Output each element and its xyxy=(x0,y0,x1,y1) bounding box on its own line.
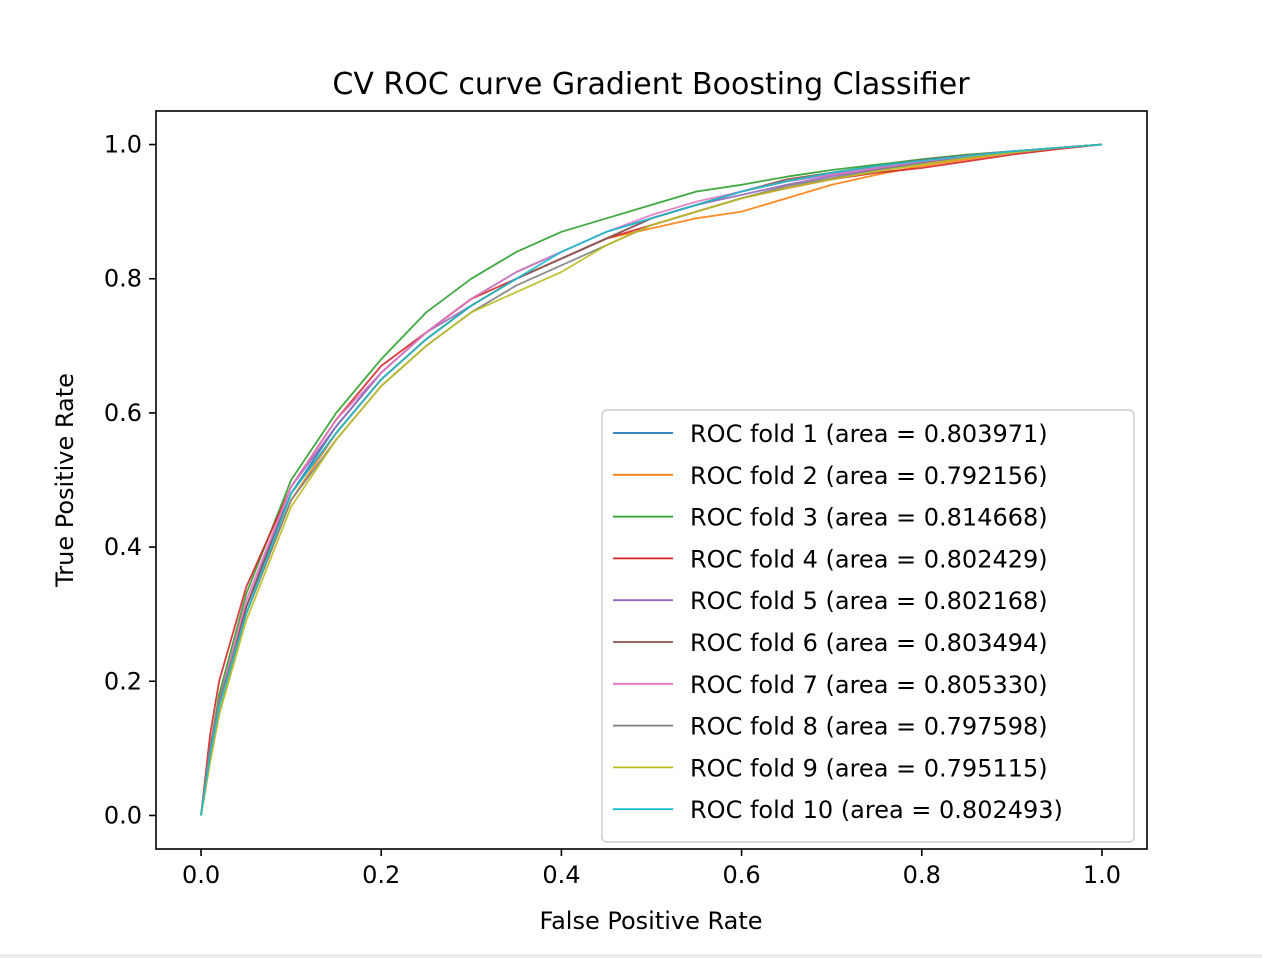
x-axis-ticks: 0.0 0.2 0.4 0.6 0.8 1.0 xyxy=(182,849,1121,889)
y-tick-label: 0.0 xyxy=(104,801,142,829)
legend-label-fold-6: ROC fold 6 (area = 0.803494) xyxy=(690,629,1048,657)
y-tick-label: 0.8 xyxy=(104,265,142,293)
roc-line-fold-9 xyxy=(200,143,1103,816)
plot-frame xyxy=(155,110,1148,850)
legend-box xyxy=(601,409,1135,843)
legend-label-fold-5: ROC fold 5 (area = 0.802168) xyxy=(690,587,1048,615)
legend-label-fold-4: ROC fold 4 (area = 0.802429) xyxy=(690,545,1048,573)
bottom-strip xyxy=(0,954,1262,958)
x-tick-label: 0.8 xyxy=(903,861,941,889)
legend-label-fold-8: ROC fold 8 (area = 0.797598) xyxy=(690,713,1048,741)
y-tick-label: 0.6 xyxy=(104,399,142,427)
chart-title: CV ROC curve Gradient Boosting Classifie… xyxy=(332,67,970,102)
y-tick-label: 0.4 xyxy=(104,533,142,561)
x-tick-label: 1.0 xyxy=(1083,861,1121,889)
y-tick-label: 1.0 xyxy=(104,131,142,159)
x-tick-label: 0.4 xyxy=(542,861,580,889)
legend-label-fold-2: ROC fold 2 (area = 0.792156) xyxy=(690,462,1048,490)
legend-label-fold-10: ROC fold 10 (area = 0.802493) xyxy=(690,796,1063,824)
legend-label-fold-1: ROC fold 1 (area = 0.803971) xyxy=(690,420,1048,448)
legend: ROC fold 1 (area = 0.803971) ROC fold 2 (… xyxy=(601,409,1135,843)
series-layer xyxy=(200,143,1103,816)
x-tick-label: 0.0 xyxy=(182,861,220,889)
legend-label-fold-7: ROC fold 7 (area = 0.805330) xyxy=(690,671,1048,699)
x-axis-label: False Positive Rate xyxy=(539,907,762,935)
legend-label-fold-3: ROC fold 3 (area = 0.814668) xyxy=(690,504,1048,532)
roc-line-fold-10 xyxy=(200,143,1103,816)
y-tick-label: 0.2 xyxy=(104,667,142,695)
y-axis-ticks: 0.0 0.2 0.4 0.6 0.8 1.0 xyxy=(104,131,156,829)
x-tick-label: 0.2 xyxy=(362,861,400,889)
y-axis-label: True Positive Rate xyxy=(51,373,79,588)
x-tick-label: 0.6 xyxy=(723,861,761,889)
legend-label-fold-9: ROC fold 9 (area = 0.795115) xyxy=(690,754,1048,782)
